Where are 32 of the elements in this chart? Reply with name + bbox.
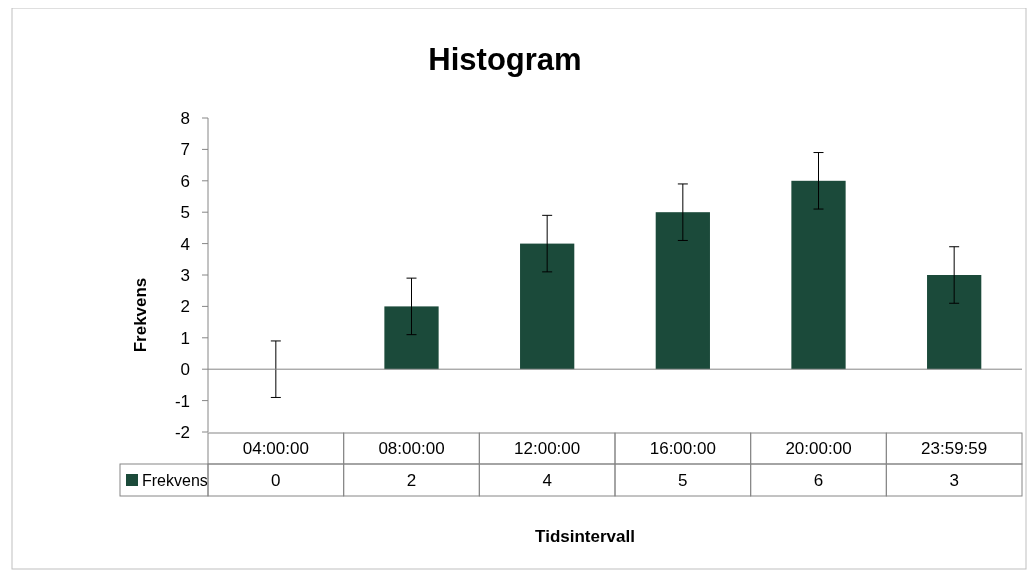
y-tick-label: 4 (180, 234, 190, 254)
y-axis-title: Frekvens (131, 277, 150, 353)
data-label: 3 (949, 470, 959, 490)
bar (384, 306, 439, 370)
bar (520, 243, 575, 370)
legend-label: Frekvens (142, 471, 208, 489)
y-tick-label: 7 (180, 140, 190, 160)
y-tick-label: -2 (174, 422, 190, 442)
x-axis-title: Tidsintervall (535, 527, 635, 546)
chart-title: Histogram (428, 42, 582, 77)
data-label: 0 (271, 470, 281, 490)
x-tick-label: 20:00:00 (785, 438, 852, 458)
y-tick-label: 3 (180, 265, 190, 285)
data-label: 5 (678, 470, 688, 490)
bar (791, 180, 846, 370)
y-tick-label: 5 (180, 203, 190, 223)
data-label: 6 (813, 470, 824, 490)
y-tick-label: 1 (180, 328, 190, 348)
x-tick-label: 23:59:59 (921, 438, 988, 458)
bar (927, 275, 982, 370)
x-tick-label: 16:00:00 (649, 438, 716, 458)
x-tick-label: 12:00:00 (514, 438, 581, 458)
x-tick-label: 04:00:00 (242, 438, 309, 458)
y-tick-label: 2 (180, 297, 190, 317)
bar (655, 212, 710, 370)
data-label: 2 (406, 470, 417, 490)
x-tick-label: 08:00:00 (378, 438, 445, 458)
y-tick-label: -1 (174, 391, 190, 411)
y-tick-label: 0 (180, 360, 190, 380)
y-tick-label: 8 (180, 108, 190, 128)
y-tick-label: 6 (180, 171, 190, 191)
data-label: 4 (542, 470, 552, 490)
